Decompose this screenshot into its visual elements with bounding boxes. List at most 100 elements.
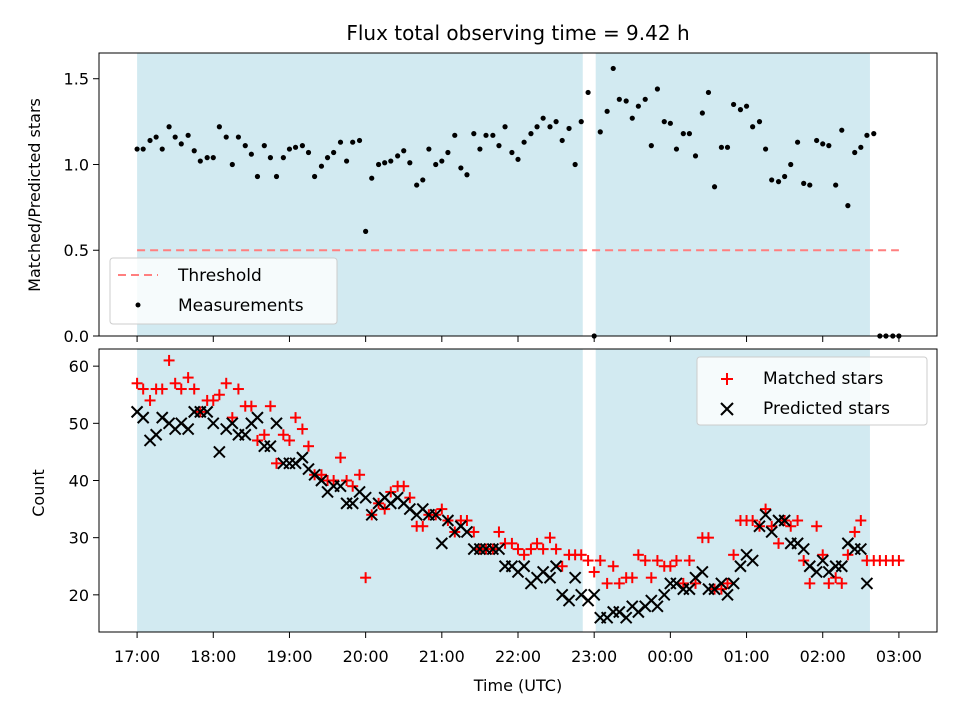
measurement-point [864,132,870,138]
legend-predicted-label: Predicted stars [763,399,890,419]
predicted-star-point [746,554,759,567]
x-tick-label: 17:00 [114,647,160,666]
matched-star-point [582,555,594,567]
predicted-star-point [136,411,150,424]
matched-star-point [722,577,733,589]
matched-star-point [283,434,295,446]
measurement-point [686,131,693,137]
matched-star-point [893,555,905,567]
measurement-point [547,124,553,130]
measurement-point [286,146,293,152]
measurement-point [629,115,635,121]
matched-star-point [728,549,740,561]
matched-star-point [651,555,663,567]
measurement-point [350,139,356,145]
matched-star-point [550,543,562,555]
predicted-star-point [359,491,372,504]
predicted-star-point [715,577,728,590]
matched-star-point [785,520,797,532]
x-axis-label: Time (UTC) [473,676,562,695]
measurement-point [153,134,159,140]
predicted-star-point [721,588,734,602]
matched-star-point [258,429,270,441]
measurement-point [648,143,654,149]
chart-title: Flux total observing time = 9.42 h [346,21,689,45]
measurement-point [826,143,832,149]
top-y-axis-label: Matched/Predicted stars [25,98,44,292]
predicted-star-point [860,577,874,590]
bot-y-tick-label: 60 [69,357,89,376]
matched-star-point [836,577,848,589]
measurement-point [756,119,763,125]
matched-star-point [506,537,518,549]
top-y-tick-label: 1.0 [64,155,89,174]
matched-star-point [156,383,168,395]
top-y-tick-label: 0.0 [64,327,89,346]
measurement-point [235,134,242,140]
predicted-star-point [429,508,442,522]
measurement-point [191,148,197,154]
predicted-star-point [854,542,868,556]
measurement-point [166,124,172,130]
x-tick-label: 20:00 [343,647,389,666]
predicted-star-point [365,508,378,522]
predicted-star-point [334,480,347,493]
measurement-point [711,184,718,190]
measurement-point [273,173,280,180]
x-tick-label: 23:00 [571,647,617,666]
measurement-point [464,172,470,178]
measurement-point [242,143,248,149]
predicted-star-point [181,422,195,436]
measurement-point [521,139,527,145]
measurement-point [559,137,565,144]
predicted-star-point [264,439,277,453]
predicted-star-point [658,588,671,602]
matched-star-point [417,520,429,532]
predicted-star-point [226,417,239,430]
top-legend: Threshold Measurements [109,257,338,325]
measurement-point [458,165,464,171]
measurement-point [743,103,750,109]
predicted-star-point [239,428,252,441]
measurement-point [540,115,546,121]
measurement-point [730,101,737,108]
measurement-point [134,146,140,152]
measurement-point [692,153,699,159]
measurement-point [382,160,388,166]
matched-star-point [677,577,689,589]
predicted-star-point [315,474,328,487]
predicted-star-point [778,514,791,527]
measurement-point [477,146,483,152]
measurement-point [814,137,820,144]
predicted-star-point [149,428,163,441]
measurement-point [699,110,705,116]
measurement-point [471,131,477,137]
x-tick-label: 19:00 [266,647,312,666]
measurement-point [737,107,744,113]
bottom-panel: 20 30 40 50 60 17:00 18:00 19:00 20:00 21:00 22:0… [29,348,938,695]
measurement-point [388,158,394,164]
measurement-point [667,120,673,126]
measurement-point [178,141,184,147]
matched-star-point [207,394,219,406]
matched-star-point [817,549,829,561]
matched-star-point [760,503,772,515]
measurement-point [858,144,864,150]
predicted-star-point [549,560,563,573]
measurement-point [356,137,363,144]
measurement-point [414,182,420,188]
matched-star-point [175,383,187,395]
matched-star-point [354,469,366,481]
matched-star-point [144,394,156,406]
measurement-point [515,156,521,162]
matched-star-point [220,377,232,389]
measurement-point [762,146,769,152]
matched-star-point [842,549,854,561]
measurement-point [496,143,502,149]
predicted-star-point [251,411,264,424]
predicted-star-point [296,451,309,464]
measurement-point [223,134,229,140]
matched-star-point [131,377,143,389]
measurement-point [572,161,578,168]
measurement-point [673,146,680,152]
